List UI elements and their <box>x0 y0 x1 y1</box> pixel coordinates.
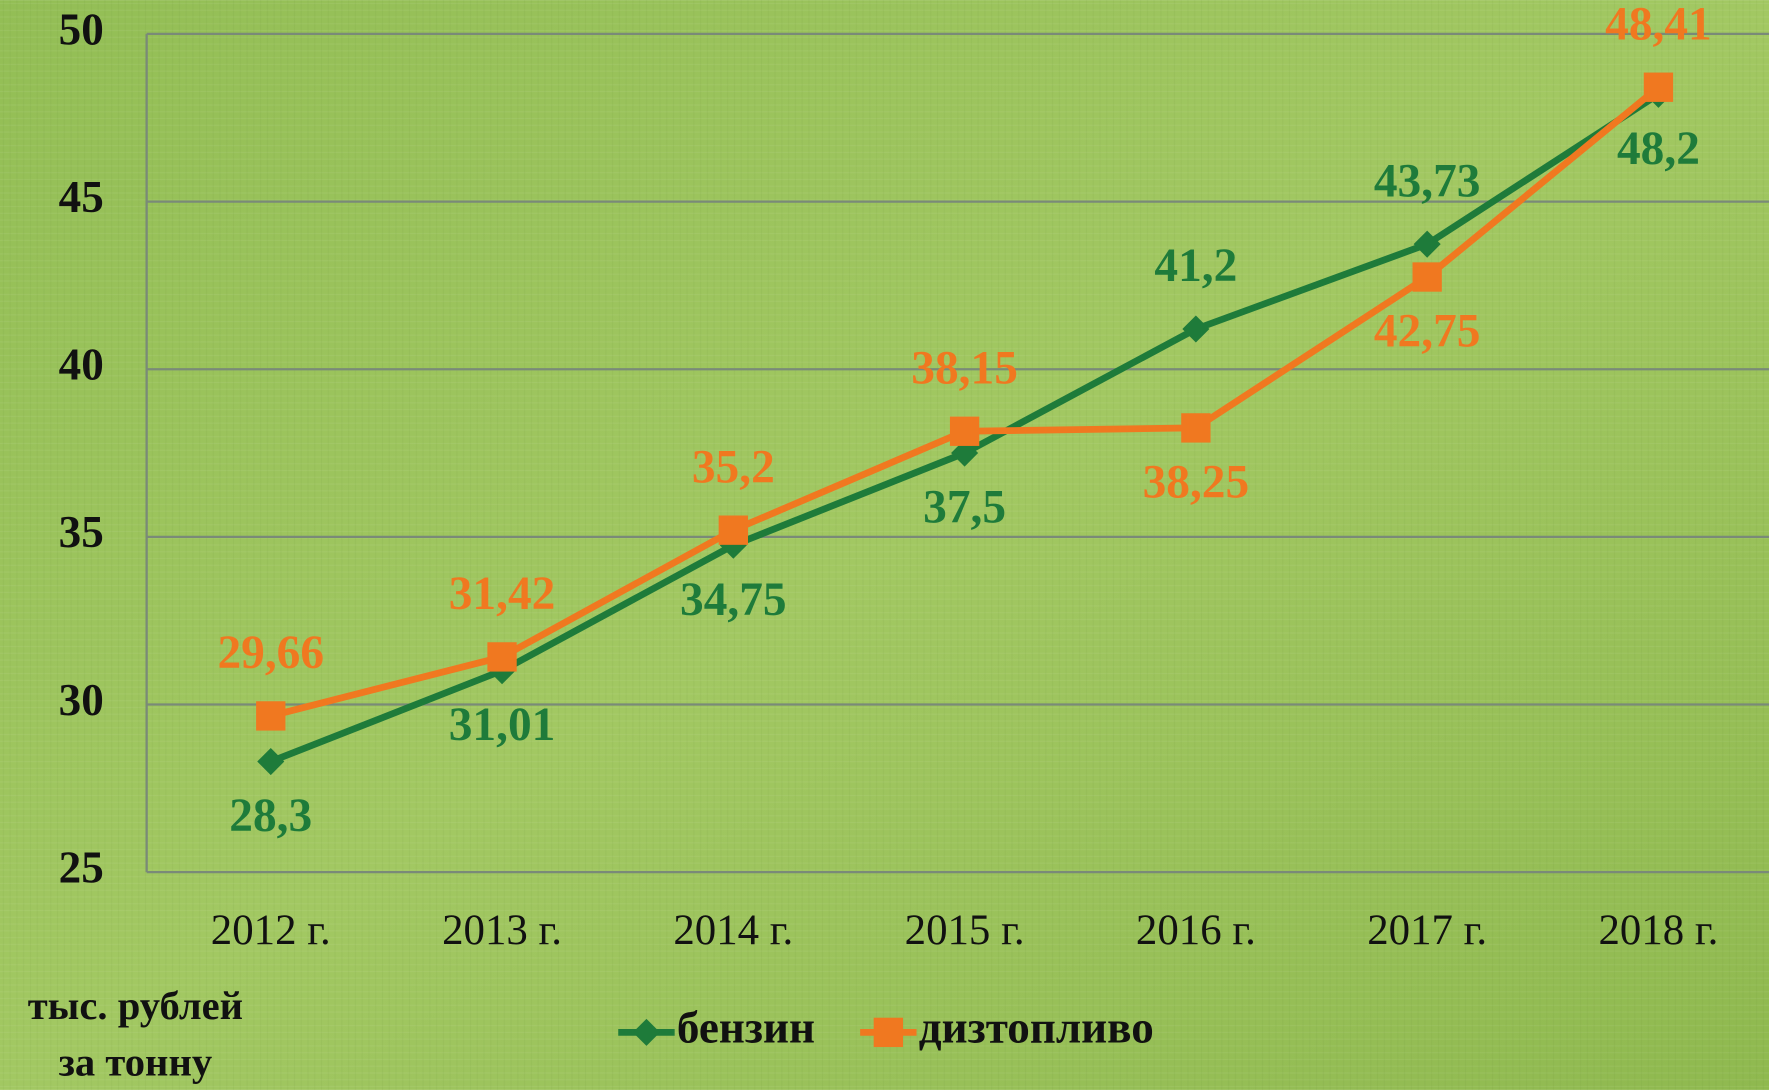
y-tick-label: 45 <box>59 172 104 222</box>
y-axis-label: за тонну <box>59 1040 213 1085</box>
x-tick-label: 2016 г. <box>1136 907 1256 954</box>
data-label: 37,5 <box>923 482 1006 534</box>
marker <box>1181 413 1211 443</box>
data-label: 29,66 <box>217 627 324 679</box>
marker <box>256 701 286 731</box>
marker <box>951 439 979 467</box>
legend-label: бензин <box>677 1003 815 1053</box>
marker <box>1182 315 1210 343</box>
x-tick-label: 2018 г. <box>1598 907 1718 954</box>
x-tick-label: 2015 г. <box>905 907 1025 954</box>
marker <box>487 642 517 672</box>
data-label: 38,15 <box>911 342 1018 394</box>
x-tick-label: 2017 г. <box>1367 907 1487 954</box>
data-label: 43,73 <box>1374 155 1481 207</box>
y-tick-label: 25 <box>59 843 104 893</box>
data-label: 35,2 <box>692 441 775 493</box>
x-tick-label: 2012 г. <box>211 907 331 954</box>
marker <box>949 416 980 446</box>
data-label: 41,2 <box>1154 240 1237 292</box>
data-label: 31,42 <box>449 568 556 620</box>
data-label: 31,01 <box>449 699 556 751</box>
data-label: 48,41 <box>1605 0 1712 50</box>
y-axis-label: тыс. рублей <box>28 983 243 1028</box>
legend-label: дизтопливо <box>919 1003 1154 1053</box>
data-label: 34,75 <box>680 574 787 626</box>
marker <box>1413 230 1441 258</box>
y-tick-label: 50 <box>59 4 104 54</box>
marker <box>1412 262 1442 292</box>
data-label: 42,75 <box>1374 306 1481 358</box>
y-tick-label: 40 <box>59 340 104 390</box>
data-label: 28,3 <box>229 790 312 842</box>
y-tick-label: 35 <box>59 507 104 557</box>
data-label: 38,25 <box>1143 456 1250 508</box>
data-label: 48,2 <box>1617 123 1700 175</box>
x-tick-label: 2013 г. <box>442 907 562 954</box>
x-tick-label: 2014 г. <box>673 907 793 954</box>
marker <box>718 515 748 545</box>
legend-marker <box>873 1017 904 1048</box>
y-tick-label: 30 <box>59 675 104 725</box>
marker <box>1643 72 1674 102</box>
